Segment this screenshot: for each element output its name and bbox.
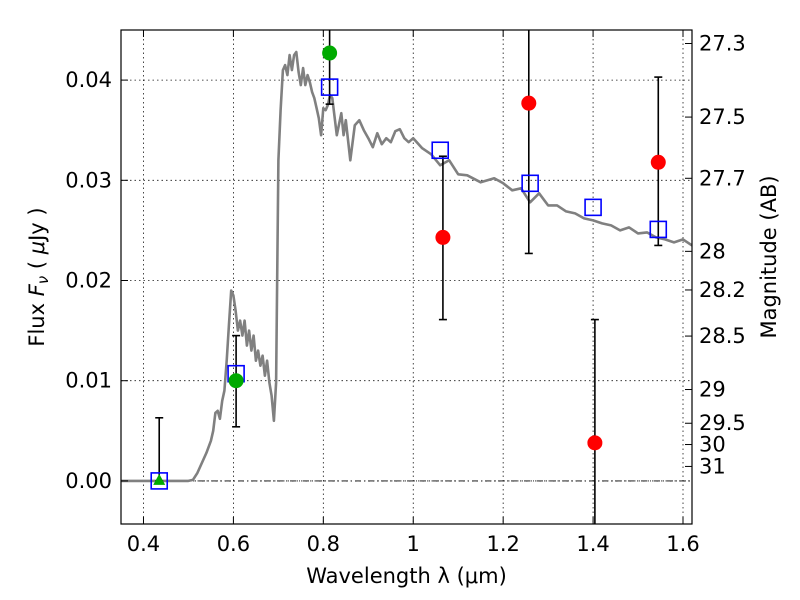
nir-detection-point: [587, 435, 603, 451]
y-tick-label: 0.04: [65, 68, 112, 92]
y-tick-label: 0.00: [65, 469, 112, 493]
model-photometry-square: [320, 78, 339, 96]
x-tick-label: 0.4: [127, 532, 160, 556]
y-axis-label-prefix: Flux: [25, 296, 49, 346]
magnitude-tick-label: 27.5: [699, 105, 746, 129]
magnitude-tick-label: 27.7: [699, 166, 746, 190]
y-axis-label-unit: Jy ): [25, 207, 49, 243]
x-axis-ticks: 0.4 0.6 0.8 1 1.2 1.4 1.6: [127, 30, 700, 556]
x-tick-label: 1.2: [486, 532, 519, 556]
y-axis-label-open-paren: (: [25, 254, 49, 276]
model-photometry-square: [150, 472, 169, 490]
model-photometry-square: [521, 174, 539, 193]
plot-data-layer: [121, 30, 692, 524]
y-tick-label: 0.03: [65, 168, 112, 192]
nir-detection-point: [521, 95, 537, 111]
y-tick-label: 0.01: [65, 369, 112, 393]
magnitude-tick-label: 28: [699, 239, 726, 263]
magnitude-tick-label: 27.3: [699, 31, 746, 55]
magnitude-axis-label: Magnitude (AB): [757, 175, 781, 338]
y-axis-label-nu-subscript: ν: [34, 276, 52, 284]
magnitude-tick-label: 28.5: [699, 324, 746, 348]
optical-detection-point: [322, 45, 338, 61]
optical-detection-point: [228, 373, 244, 389]
model-photometry-square: [431, 141, 450, 160]
magnitude-tick-label: 29.5: [699, 411, 746, 435]
y-axis-ticks: 0.00 0.01 0.02 0.03 0.04: [65, 68, 128, 493]
x-tick-label: 0.6: [217, 532, 250, 556]
x-tick-label: 1.4: [576, 532, 609, 556]
magnitude-tick-label: 30: [699, 433, 726, 457]
magnitude-tick-label: 29: [699, 378, 726, 402]
optical-limit-triangle: [153, 473, 166, 485]
model-photometry-square: [584, 198, 602, 217]
y-tick-label: 0.02: [65, 269, 112, 293]
y-axis-label-mu: μ: [25, 241, 49, 255]
x-tick-label: 0.8: [307, 532, 340, 556]
nir-detection-point: [435, 229, 451, 245]
model-photometry-square: [649, 220, 668, 239]
model-spectrum-line: [121, 50, 692, 483]
x-axis-label: Wavelength λ (μm): [306, 564, 507, 588]
magnitude-tick-label: 31: [699, 454, 726, 478]
y-axis-label: Flux Fν ( μJy ): [25, 207, 52, 346]
x-tick-label: 1: [407, 532, 420, 556]
x-tick-label: 1.6: [666, 532, 699, 556]
nir-detection-point: [650, 154, 666, 170]
magnitude-tick-label: 28.2: [699, 278, 746, 302]
plot-frame: [120, 29, 693, 525]
y-axis-label-flux-symbol: F: [25, 283, 49, 296]
